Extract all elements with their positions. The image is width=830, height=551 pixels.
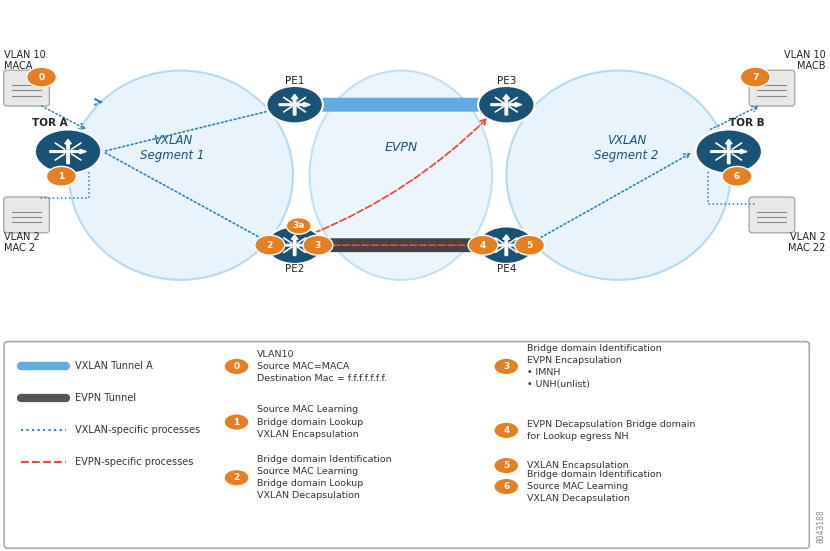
Circle shape: [288, 100, 301, 109]
Text: EVPN Tunnel: EVPN Tunnel: [75, 393, 136, 403]
Circle shape: [288, 241, 301, 250]
FancyBboxPatch shape: [749, 197, 795, 233]
Circle shape: [266, 86, 323, 123]
Circle shape: [478, 86, 535, 123]
Circle shape: [740, 67, 770, 87]
Text: VLAN 2
MAC 2: VLAN 2 MAC 2: [4, 231, 40, 253]
FancyArrow shape: [291, 94, 298, 115]
Text: 5: 5: [526, 241, 533, 250]
Circle shape: [494, 358, 519, 375]
Text: 4: 4: [503, 426, 510, 435]
Circle shape: [303, 235, 333, 255]
FancyArrow shape: [503, 235, 510, 256]
Circle shape: [494, 422, 519, 439]
Ellipse shape: [506, 71, 730, 280]
Text: VLAN10
Source MAC=MACA
Destination Mac = f.f.f.f.f.f.f.: VLAN10 Source MAC=MACA Destination Mac =…: [257, 350, 388, 383]
Text: 0: 0: [38, 73, 45, 82]
Circle shape: [224, 414, 249, 430]
Text: 8043188: 8043188: [817, 509, 826, 543]
Text: Bridge domain Identification
Source MAC Learning
VXLAN Decapsulation: Bridge domain Identification Source MAC …: [527, 470, 662, 503]
FancyArrow shape: [503, 94, 510, 115]
Text: VXLAN
Segment 1: VXLAN Segment 1: [140, 134, 205, 161]
Text: PE2: PE2: [285, 264, 305, 274]
Text: VXLAN
Segment 2: VXLAN Segment 2: [594, 134, 659, 161]
Text: 3: 3: [315, 241, 321, 250]
Circle shape: [35, 129, 101, 174]
Text: PE3: PE3: [496, 76, 516, 86]
Text: Source MAC Learning
Bridge domain Lookup
VXLAN Encapsulation: Source MAC Learning Bridge domain Lookup…: [257, 406, 364, 439]
Text: 1: 1: [233, 418, 240, 426]
Text: Bridge domain Identification
EVPN Encapsulation
• IMNH
• UNH(unlist): Bridge domain Identification EVPN Encaps…: [527, 344, 662, 389]
Text: 4: 4: [480, 241, 486, 250]
Text: EVPN Decapsulation Bridge domain
for Lookup egress NH: EVPN Decapsulation Bridge domain for Loo…: [527, 420, 696, 441]
Text: 6: 6: [734, 172, 740, 181]
Text: TOR A: TOR A: [32, 118, 68, 128]
FancyBboxPatch shape: [4, 342, 809, 548]
Circle shape: [255, 235, 285, 255]
FancyBboxPatch shape: [4, 197, 50, 233]
Circle shape: [266, 226, 323, 264]
Circle shape: [468, 235, 498, 255]
FancyBboxPatch shape: [4, 71, 50, 106]
Text: PE4: PE4: [496, 264, 516, 274]
Text: VLAN 10
MACA: VLAN 10 MACA: [4, 50, 46, 72]
Circle shape: [722, 166, 752, 186]
Circle shape: [696, 129, 762, 174]
Circle shape: [500, 241, 513, 250]
Text: 5: 5: [503, 461, 510, 470]
Circle shape: [224, 469, 249, 486]
Text: 3: 3: [503, 362, 510, 371]
FancyArrow shape: [710, 149, 747, 154]
Circle shape: [494, 478, 519, 495]
Text: VXLAN Tunnel A: VXLAN Tunnel A: [75, 361, 153, 371]
FancyArrow shape: [279, 102, 310, 107]
FancyArrow shape: [291, 235, 298, 256]
Circle shape: [286, 218, 311, 234]
Text: Bridge domain Identification
Source MAC Learning
Bridge domain Lookup
VXLAN Deca: Bridge domain Identification Source MAC …: [257, 455, 392, 500]
FancyArrow shape: [491, 102, 522, 107]
Text: 1: 1: [58, 172, 65, 181]
Text: VLAN 10
MACB: VLAN 10 MACB: [784, 50, 826, 72]
Circle shape: [500, 100, 513, 109]
Circle shape: [515, 235, 544, 255]
Text: 3a: 3a: [293, 222, 305, 230]
Circle shape: [478, 226, 535, 264]
Circle shape: [27, 67, 56, 87]
Circle shape: [46, 166, 76, 186]
Text: 0: 0: [233, 362, 240, 371]
Circle shape: [224, 358, 249, 375]
Ellipse shape: [69, 71, 293, 280]
Ellipse shape: [310, 71, 492, 280]
Text: EVPN-specific processes: EVPN-specific processes: [75, 457, 193, 467]
Text: 6: 6: [503, 482, 510, 491]
Circle shape: [494, 457, 519, 474]
FancyArrow shape: [50, 149, 86, 154]
Text: EVPN: EVPN: [384, 141, 417, 154]
FancyArrow shape: [491, 243, 522, 247]
Text: 2: 2: [233, 473, 240, 482]
FancyArrow shape: [65, 139, 71, 164]
Text: VXLAN Encapsulation: VXLAN Encapsulation: [527, 461, 628, 470]
Text: VLAN 2
MAC 22: VLAN 2 MAC 22: [788, 231, 826, 253]
FancyBboxPatch shape: [749, 71, 795, 106]
Text: PE1: PE1: [285, 76, 305, 86]
Text: 2: 2: [266, 241, 273, 250]
FancyArrow shape: [279, 243, 310, 247]
Text: TOR B: TOR B: [729, 118, 764, 128]
FancyArrow shape: [725, 139, 732, 164]
Text: VXLAN-specific processes: VXLAN-specific processes: [75, 425, 200, 435]
Text: 7: 7: [752, 73, 759, 82]
